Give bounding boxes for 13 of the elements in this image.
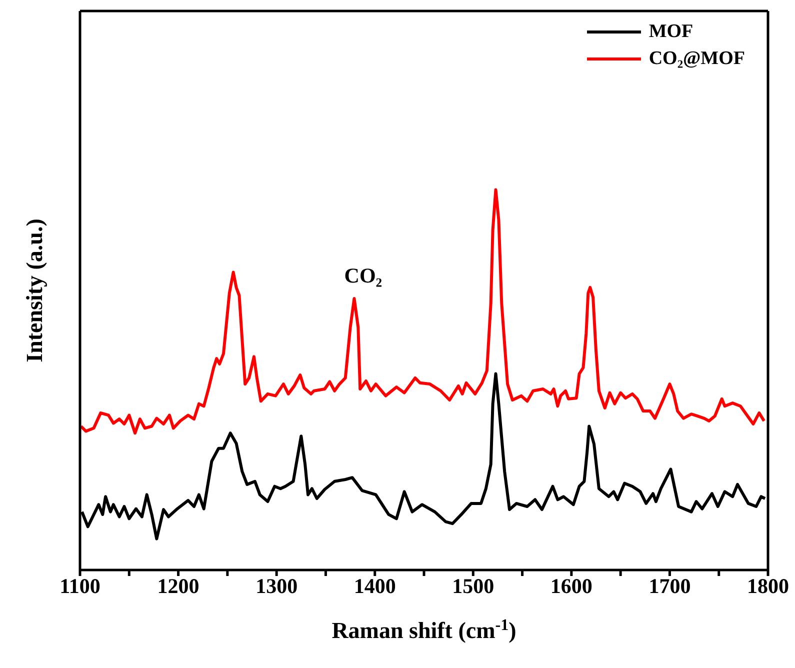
legend-label: MOF [648,20,694,42]
annotation: CO₂ [344,263,382,288]
x-tick-label: 1100 [60,574,100,598]
x-tick-label: 1300 [256,574,298,598]
x-tick-label: 1700 [648,574,691,598]
x-tick-label: 1400 [354,574,396,598]
x-tick-label: 1500 [452,574,494,598]
y-axis-title: Intensity (a.u.) [22,218,47,362]
x-tick-label: 1800 [747,574,789,598]
x-axis-title: Raman shift (cm$^{-1}$) [332,616,516,643]
legend-label: CO₂@MOF [648,48,745,70]
x-tick-label: 1600 [550,574,592,598]
x-tick-label: 1200 [157,574,200,598]
